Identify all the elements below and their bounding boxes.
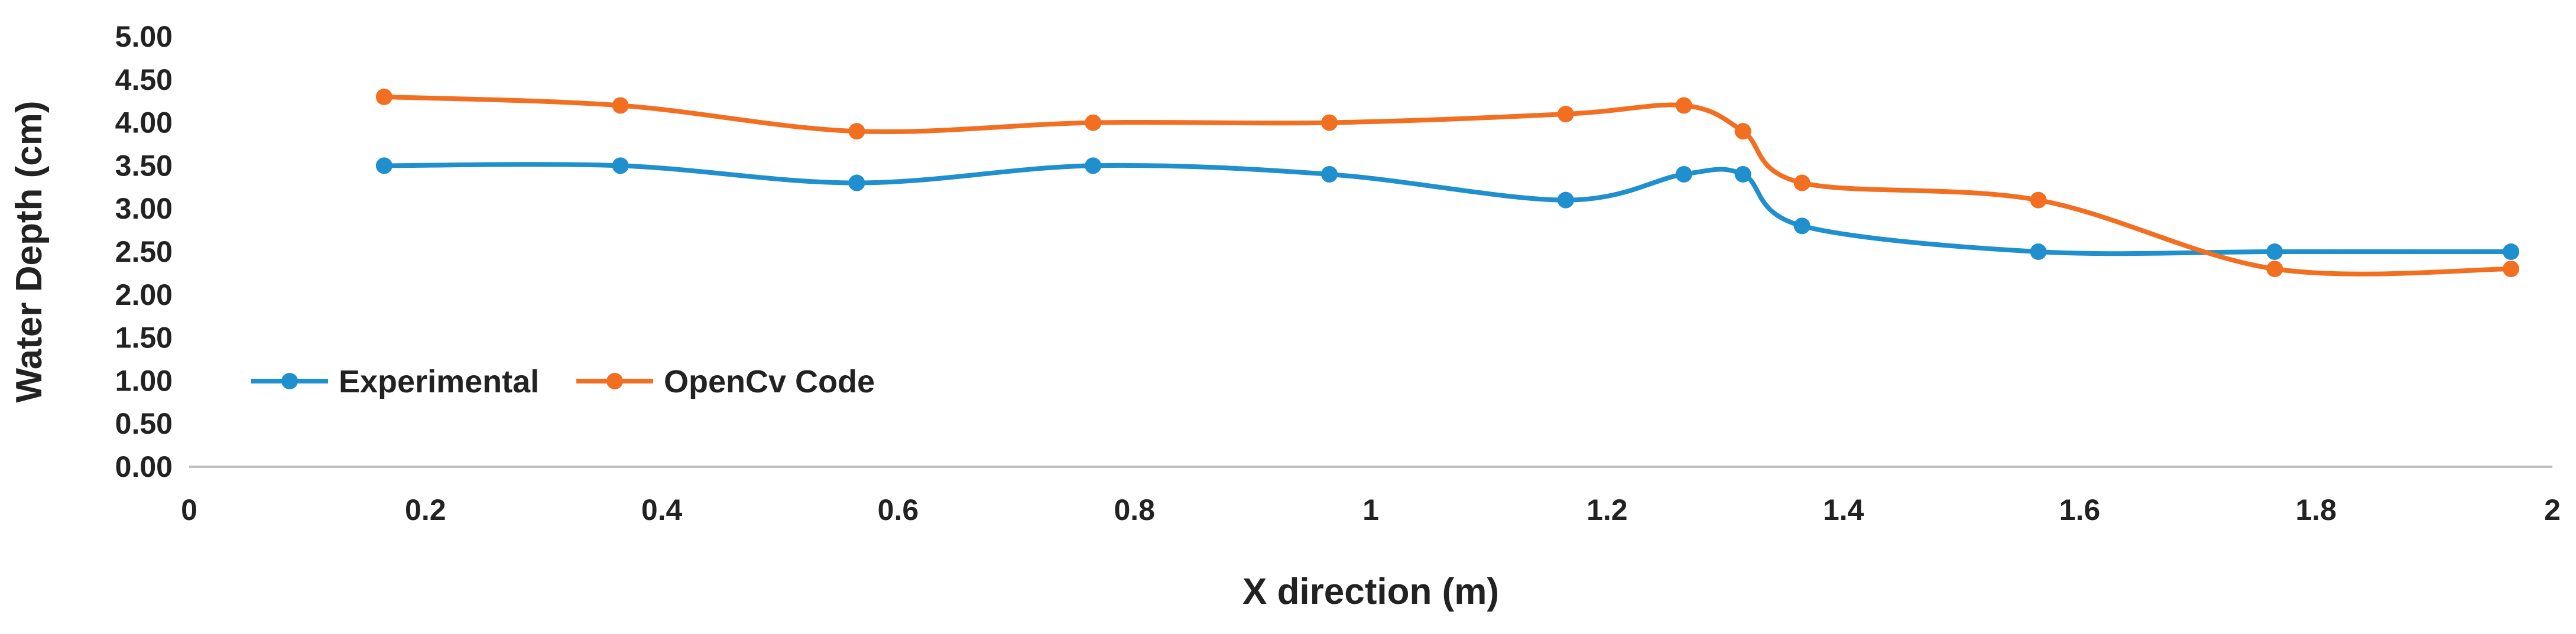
data-point-opencv-code [1675, 97, 1692, 114]
x-tick-label: 1.6 [2059, 493, 2101, 526]
x-axis-title: X direction (m) [1242, 571, 1499, 612]
y-tick-label: 0.00 [115, 450, 173, 483]
data-point-experimental [1675, 165, 1692, 183]
y-tick-label: 4.00 [115, 106, 173, 139]
data-point-opencv-code [375, 88, 392, 105]
legend-swatch-marker [606, 373, 623, 389]
x-tick-label: 0.2 [405, 493, 446, 526]
data-point-opencv-code [1793, 174, 1811, 191]
legend: Experimental OpenCv Code [251, 364, 875, 399]
y-tick-label: 2.00 [115, 278, 173, 311]
data-point-experimental [2266, 243, 2283, 260]
x-tick-label: 0.4 [641, 493, 683, 526]
y-tick-label: 1.50 [115, 321, 173, 355]
data-point-opencv-code [1085, 114, 1102, 131]
x-tick-label: 0 [181, 493, 197, 526]
x-tick-label: 1.8 [2295, 493, 2337, 526]
x-tick-label: 2 [2544, 493, 2561, 526]
series-experimental [375, 157, 2520, 260]
data-point-opencv-code [1734, 123, 1751, 140]
y-tick-label: 4.50 [115, 63, 173, 96]
y-axis-title: Water Depth (cm) [9, 101, 50, 403]
data-point-experimental [2503, 243, 2520, 260]
legend-label: OpenCv Code [664, 364, 875, 399]
x-tick-label: 0.8 [1114, 493, 1155, 526]
legend-swatch-marker [281, 373, 298, 389]
data-point-opencv-code [848, 123, 865, 140]
x-tick-label: 1 [1362, 493, 1379, 526]
legend-label: Experimental [339, 364, 539, 399]
x-axis-ticks: 0 0.2 0.4 0.6 0.8 1 1.2 1.4 1.6 1.8 2 [181, 493, 2561, 526]
data-point-experimental [1321, 165, 1338, 183]
y-tick-label: 5.00 [115, 20, 173, 53]
series-line-experimental [381, 162, 2514, 256]
x-tick-label: 1.2 [1587, 493, 1628, 526]
data-point-experimental [375, 157, 392, 174]
data-point-experimental [1557, 191, 1574, 209]
y-tick-label: 2.50 [115, 235, 173, 268]
x-tick-label: 0.6 [878, 493, 919, 526]
y-tick-label: 3.50 [115, 149, 173, 182]
y-axis-ticks: 0.00 0.50 1.00 1.50 2.00 2.50 3.00 3.50 4.00 4.50… [115, 20, 173, 483]
series-line-opencv-code [381, 94, 2514, 277]
data-point-opencv-code [1321, 114, 1338, 131]
data-point-experimental [848, 174, 865, 191]
data-point-opencv-code [2266, 261, 2283, 278]
legend-item-opencv-code: OpenCv Code [576, 364, 875, 399]
data-point-opencv-code [2030, 191, 2047, 209]
series-opencv-code [375, 88, 2520, 278]
y-tick-label: 0.50 [115, 407, 173, 440]
y-tick-label: 1.00 [115, 364, 173, 397]
series-layer [375, 88, 2520, 278]
data-point-experimental [612, 157, 629, 174]
data-point-experimental [2030, 243, 2047, 260]
data-point-opencv-code [1557, 106, 1574, 123]
data-point-experimental [1793, 217, 1811, 235]
y-tick-label: 3.00 [115, 192, 173, 225]
data-point-experimental [1085, 157, 1102, 174]
x-tick-label: 1.4 [1823, 493, 1864, 526]
data-point-opencv-code [2503, 261, 2520, 278]
data-point-experimental [1734, 165, 1751, 183]
legend-item-experimental: Experimental [251, 364, 539, 399]
data-point-opencv-code [612, 97, 629, 114]
